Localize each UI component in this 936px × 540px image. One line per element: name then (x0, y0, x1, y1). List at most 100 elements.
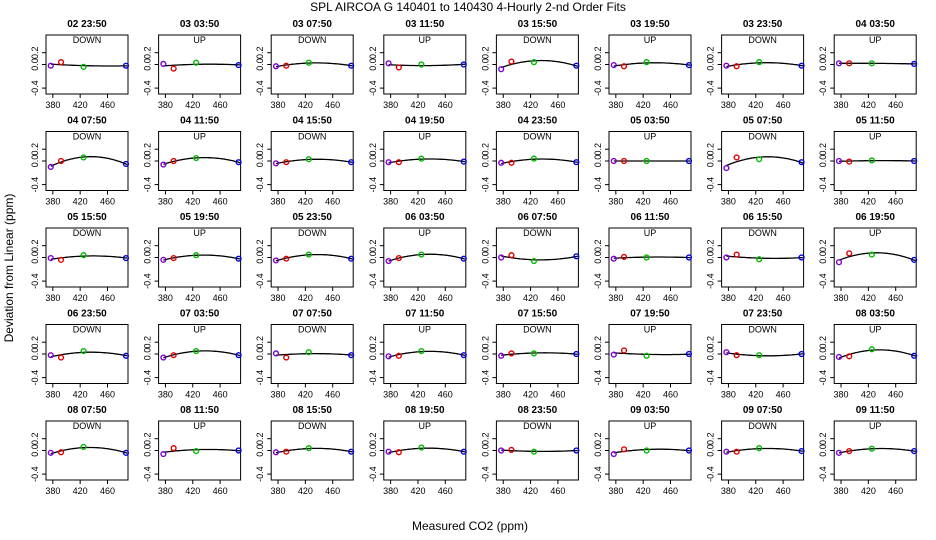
y-tick-label: 0.2 (818, 239, 828, 252)
y-tick-label: 0.2 (255, 143, 265, 156)
panel: 06 15:50 DOWN -0.4 0.00.2 380 420 460 (706, 212, 805, 303)
panel-mode-label: UP (644, 421, 657, 431)
y-tick-label: 0.0 (30, 155, 40, 168)
panel-title: 05 15:50 (67, 212, 107, 223)
panel-title: 04 19:50 (405, 116, 445, 127)
y-tick-label: -0.4 (143, 177, 153, 193)
data-point (193, 252, 200, 259)
data-point (498, 66, 505, 73)
x-tick-label: 460 (325, 100, 340, 110)
data-point (530, 155, 538, 162)
panel: 09 03:50 UP -0.4 0.00.2 380 420 460 (593, 405, 693, 496)
panel-mode-label: UP (193, 325, 206, 335)
data-point (756, 256, 763, 263)
data-point (57, 59, 65, 66)
data-point (733, 352, 740, 359)
panel-title: 04 07:50 (67, 116, 107, 127)
panel: 09 07:50 DOWN -0.4 0.00.2 380 420 460 (706, 405, 805, 496)
data-point (348, 62, 355, 69)
x-tick-label: 420 (748, 293, 763, 303)
data-point (348, 255, 355, 262)
y-tick-label: 0.2 (818, 143, 828, 156)
x-tick-label: 420 (185, 293, 200, 303)
panel-title: 05 23:50 (292, 212, 332, 223)
data-point (798, 350, 805, 358)
panel-title: 08 07:50 (67, 405, 107, 416)
data-point (385, 257, 392, 265)
y-tick-label: -0.4 (368, 177, 378, 193)
x-tick-label: 460 (325, 197, 340, 207)
data-point (846, 60, 853, 67)
fit-curve (163, 448, 240, 453)
x-tick-label: 380 (721, 293, 736, 303)
y-tick-label: 0.2 (480, 336, 490, 349)
x-tick-label: 380 (271, 486, 286, 496)
panel: 03 03:50 UP -0.4 0.00.2 380 420 460 (143, 19, 242, 110)
y-tick-label: 0.2 (480, 432, 490, 445)
y-tick-label: 0.2 (368, 432, 378, 445)
x-tick-label: 460 (213, 486, 228, 496)
y-tick-label: 0.2 (143, 46, 153, 59)
panel-title: 09 03:50 (630, 405, 670, 416)
panel-title: 08 03:50 (855, 309, 895, 320)
panel-title: 05 07:50 (743, 116, 783, 127)
x-tick-label: 460 (213, 197, 228, 207)
panel: 09 11:50 UP -0.4 0.00.2 380 420 460 (818, 405, 918, 496)
x-tick-label: 380 (383, 100, 398, 110)
data-point (530, 448, 538, 455)
data-point (305, 445, 312, 452)
x-tick-label: 460 (776, 293, 791, 303)
y-tick-label: 0.0 (368, 155, 378, 168)
x-tick-label: 380 (721, 486, 736, 496)
x-tick-label: 380 (383, 293, 398, 303)
data-point (122, 449, 130, 456)
panel-mode-label: DOWN (298, 35, 327, 45)
y-tick-label: -0.4 (818, 80, 828, 96)
y-tick-label: 0.2 (255, 46, 265, 59)
x-tick-label: 460 (888, 293, 903, 303)
y-tick-label: -0.4 (593, 370, 603, 386)
y-tick-label: 0.2 (30, 239, 40, 252)
data-point (733, 448, 740, 455)
data-point (57, 354, 65, 361)
data-point (911, 157, 918, 165)
y-tick-label: 0.0 (480, 348, 490, 361)
x-tick-label: 460 (100, 293, 115, 303)
x-tick-label: 460 (550, 293, 565, 303)
y-tick-label: 0.2 (706, 336, 716, 349)
data-point (235, 61, 242, 69)
x-tick-label: 420 (298, 293, 313, 303)
y-tick-label: -0.4 (818, 466, 828, 482)
y-tick-label: 0.0 (143, 58, 153, 71)
data-point (508, 252, 515, 259)
x-tick-label: 420 (298, 390, 313, 400)
data-point (395, 352, 402, 359)
data-point (160, 450, 167, 458)
panel-title: 06 07:50 (518, 212, 558, 223)
panel: 07 23:50 DOWN -0.4 0.00.2 380 420 460 (706, 309, 805, 400)
y-tick-label: -0.4 (706, 466, 716, 482)
data-point (573, 447, 580, 454)
x-tick-label: 460 (888, 197, 903, 207)
panel: 04 23:50 DOWN -0.4 0.00.2 380 420 460 (480, 116, 580, 207)
panel-title: 07 03:50 (180, 309, 220, 320)
x-tick-label: 460 (213, 293, 228, 303)
y-tick-label: -0.4 (30, 80, 40, 96)
fit-curve (726, 156, 804, 167)
y-tick-label: 0.2 (593, 432, 603, 445)
data-point (235, 447, 242, 454)
x-tick-label: 420 (748, 100, 763, 110)
y-tick-label: -0.4 (255, 273, 265, 289)
panel-title: 06 03:50 (405, 212, 445, 223)
x-tick-label: 380 (158, 390, 173, 400)
panel-mode-label: DOWN (73, 35, 102, 45)
data-point (395, 64, 402, 71)
data-point (798, 159, 805, 166)
x-tick-label: 420 (298, 100, 313, 110)
panel: 08 23:50 DOWN -0.4 0.00.2 380 420 460 (480, 405, 580, 496)
y-tick-label: 0.0 (255, 58, 265, 71)
panel-title: 02 23:50 (67, 19, 107, 30)
panel-title: 04 23:50 (518, 116, 558, 127)
